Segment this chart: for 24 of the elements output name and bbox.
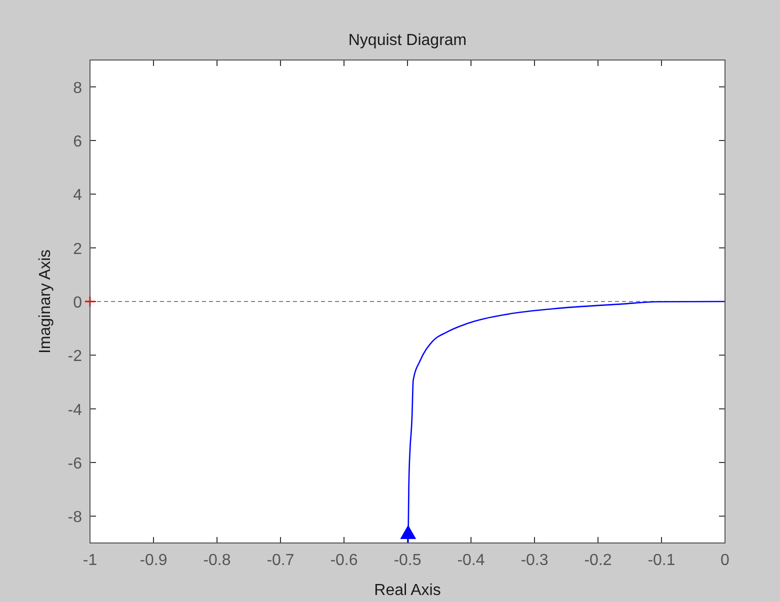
y-tick-label: 6 [73, 134, 82, 150]
y-tick-label: 4 [73, 187, 82, 204]
x-tick-label: -0.4 [457, 552, 485, 569]
x-tick-label: -0.3 [520, 552, 548, 569]
x-tick-label: 0 [720, 552, 730, 569]
line-series [407, 300, 726, 544]
y-tick-label: 0 [73, 294, 82, 312]
y-tick-label: 8 [73, 80, 82, 97]
y-tick-label: -2 [68, 348, 82, 366]
x-tick-label: -0.9 [140, 552, 168, 569]
y-tick-label: -4 [68, 402, 82, 419]
x-tick-label: -1 [82, 552, 98, 569]
x-tick-label: -0.7 [266, 552, 294, 569]
y-tick-label: -8 [68, 509, 82, 526]
x-tick-label: -0.1 [648, 552, 676, 569]
x-tick-label: -0.6 [330, 552, 358, 569]
y-tick-label: 2 [73, 240, 82, 258]
chart-title: Nyquist Diagram [348, 32, 467, 49]
y-tick-label: -6 [68, 456, 82, 472]
x-tick-label: -0.5 [394, 552, 422, 569]
x-axis-title: Real Axis [374, 582, 441, 599]
x-tick-label: -0.2 [584, 552, 612, 569]
y-axis-title: Imaginary Axis [37, 249, 54, 354]
x-tick-label: -0.8 [203, 552, 231, 569]
